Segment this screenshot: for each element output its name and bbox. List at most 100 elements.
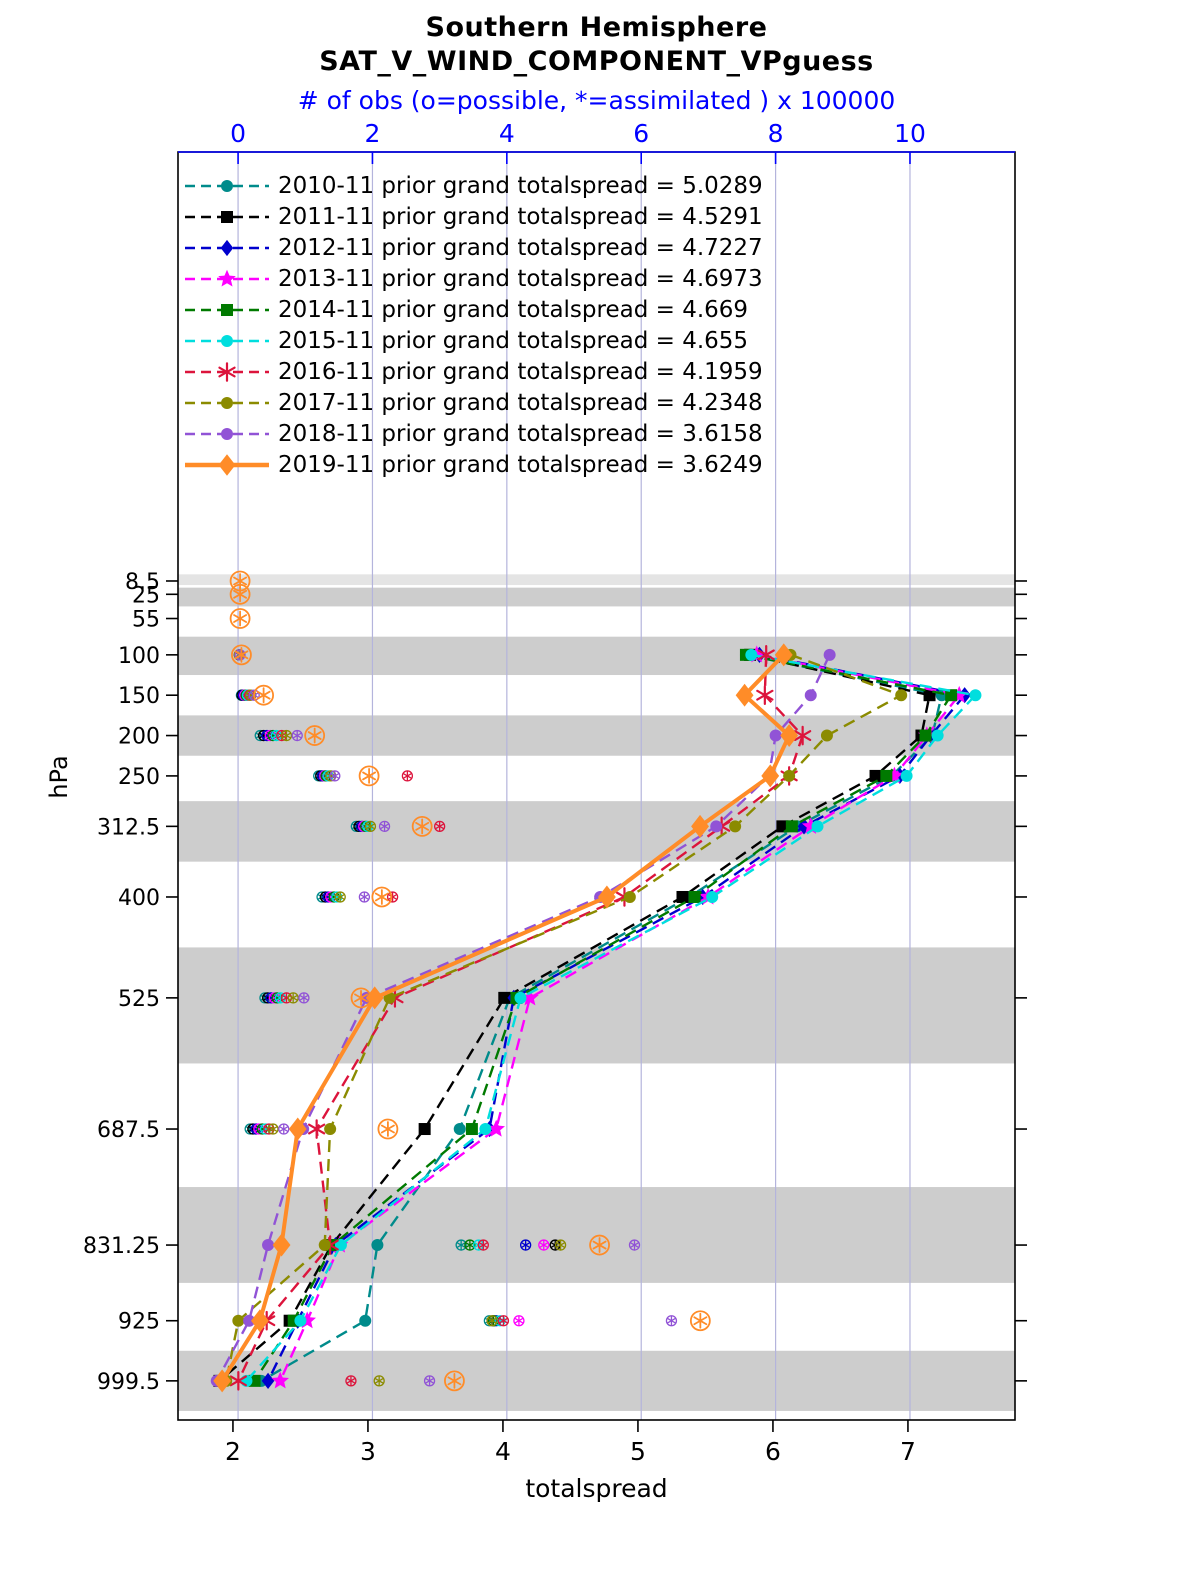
obs-possible-marker [411,815,433,837]
obs-assimilated-marker [307,727,322,744]
obs-assimilated-marker [268,1123,278,1135]
obs-assimilated-marker [425,1375,435,1387]
circle-marker [221,179,233,192]
obs-assimilated-marker [374,889,389,905]
asterisk-marker [794,725,812,746]
legend-swatch [185,334,269,347]
diamond-marker [365,986,384,1010]
obs-assimilated-marker [629,1239,640,1251]
obs-axis-tick-label: 10 [894,119,926,148]
circle-marker [900,769,913,782]
diamond-marker [218,453,236,476]
pressure-tick-label: 312.5 [97,815,160,840]
circle-marker [294,1314,307,1327]
obs-possible-marker [229,583,251,605]
legend-item-2014-11: 2014-11 prior grand totalspread = 4.669 [183,294,763,325]
chart-subtitle: SAT_V_WIND_COMPONENT_VPguess [319,46,874,77]
gray-band [178,587,1015,607]
obs-2019-11 [229,570,711,1392]
legend-label: 2012-11 prior grand totalspread = 4.7227 [278,234,763,261]
circle-marker [359,1314,372,1327]
obs-possible-marker [589,1234,610,1256]
diamond-marker [597,885,616,909]
circle-marker [318,1239,331,1252]
pressure-tick-label: 250 [118,765,160,790]
diamond-marker [735,683,754,707]
series-line [266,653,967,1382]
star-marker [218,269,236,286]
legend-label: 2015-11 prior grand totalspread = 4.655 [278,327,749,354]
obs-possible-marker [371,886,393,908]
circle-marker [243,1314,256,1327]
y-axis-title: hPa [45,755,73,799]
square-marker [919,729,932,742]
legend-item-2011-11: 2011-11 prior grand totalspread = 4.5291 [183,201,763,232]
legend-swatch [185,269,269,286]
legend-item-2015-11: 2015-11 prior grand totalspread = 4.655 [183,325,763,356]
legend-label: 2016-11 prior grand totalspread = 4.1959 [278,358,763,385]
obs-assimilated-marker [292,730,302,741]
legend-swatch [185,239,269,256]
pressure-tick-label: 8.5 [125,570,160,595]
obs-count-markers [229,570,711,1392]
square-marker [418,1123,431,1136]
obs-possible-marker [358,765,380,787]
square-marker [221,303,233,316]
circle-marker [232,1314,245,1327]
legend-swatch [185,396,269,409]
pressure-tick-label: 400 [118,886,160,911]
gray-band [178,1187,1015,1283]
obs-assimilated-marker [514,1315,524,1326]
pressure-tick-label: 200 [118,725,160,750]
star-marker [487,1119,505,1137]
obs-assimilated-marker [539,1239,549,1251]
diamond-marker [251,1309,269,1333]
circle-marker [804,689,817,702]
pressure-tick-label: 925 [118,1310,160,1335]
diamond-marker [220,239,234,256]
obs-2018-11 [234,649,678,1387]
circle-marker [820,729,833,742]
circle-marker [324,1123,337,1136]
spread-axis-tick-label: 7 [900,1437,916,1466]
diamond-marker [780,724,799,748]
obs-possible-marker [689,1310,711,1332]
legend-label: 2014-11 prior grand totalspread = 4.669 [278,296,749,323]
obs-axis-tick-label: 0 [230,119,246,148]
x-axis-title: totalspread [525,1474,668,1503]
obs-assimilated-marker [354,989,368,1006]
obs-assimilated-marker [402,770,412,782]
obs-assimilated-marker [374,1375,384,1387]
diamond-marker [288,1117,307,1141]
obs-assimilated-marker [335,891,345,903]
square-marker [945,689,958,702]
obs-possible-marker [304,725,326,746]
square-marker [676,890,689,903]
series-line [245,653,978,1382]
legend-swatch [185,210,269,223]
circle-marker [823,648,836,661]
circle-marker [453,1123,466,1136]
legend-item-2016-11: 2016-11 prior grand totalspread = 4.1959 [183,356,763,387]
diamond-marker [261,1372,275,1389]
asterisk-marker [757,645,775,665]
spread-axis-tick-label: 5 [630,1437,646,1466]
gray-band [178,801,1015,862]
obs-assimilated-marker [693,1312,708,1329]
spread-axis-tick-label: 3 [360,1437,376,1466]
circle-marker [623,890,636,903]
obs-assimilated-marker [666,1315,676,1326]
obs-assimilated-marker [521,1239,531,1251]
legend-label: 2010-11 prior grand totalspread = 5.0289 [278,172,763,199]
pressure-tick-label: 687.5 [97,1118,160,1143]
legend-swatch [185,303,269,316]
square-marker [880,769,893,782]
legend-item-2017-11: 2017-11 prior grand totalspread = 4.2348 [183,387,763,418]
circle-marker [221,334,233,347]
spread-series [210,643,982,1393]
obs-axis-tick-label: 6 [633,119,649,148]
pressure-tick-label: 25 [132,583,160,608]
obs-assimilated-marker [388,891,398,903]
obs-assimilated-marker [379,821,390,832]
